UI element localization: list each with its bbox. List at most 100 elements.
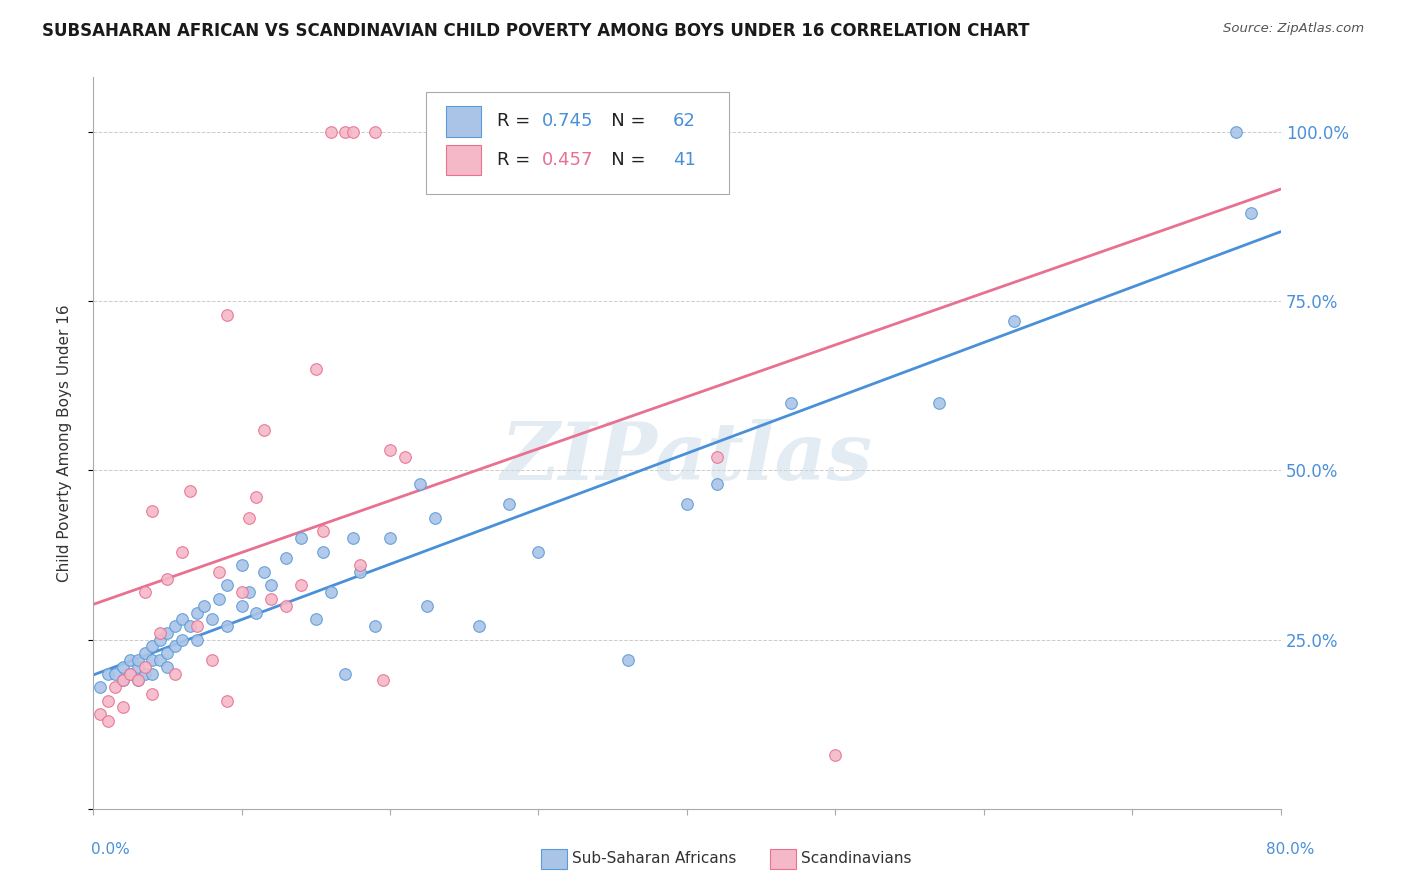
Point [290, 531, 312, 545]
Point [120, 666, 142, 681]
Point [498, 497, 520, 511]
Point [312, 544, 335, 558]
Text: Sub-Saharan Africans: Sub-Saharan Africans [572, 852, 737, 866]
Point [149, 626, 172, 640]
FancyBboxPatch shape [426, 92, 728, 194]
Point [215, 578, 238, 592]
Point [260, 592, 283, 607]
Point [111, 673, 134, 688]
Point [349, 565, 371, 579]
Point [1002, 314, 1025, 328]
Point [97, 693, 120, 707]
Point [127, 659, 149, 673]
Point [208, 592, 231, 607]
Point [394, 450, 416, 464]
Point [238, 510, 260, 524]
Point [378, 531, 401, 545]
Point [134, 666, 156, 681]
Point [676, 497, 699, 511]
Text: 0.745: 0.745 [543, 112, 593, 130]
Point [201, 653, 224, 667]
Point [215, 693, 238, 707]
Text: Source: ZipAtlas.com: Source: ZipAtlas.com [1223, 22, 1364, 36]
Point [186, 606, 208, 620]
Point [260, 578, 283, 592]
Point [141, 666, 163, 681]
Point [231, 599, 253, 613]
Y-axis label: Child Poverty Among Boys Under 16: Child Poverty Among Boys Under 16 [58, 304, 72, 582]
Point [1240, 206, 1263, 220]
Point [342, 125, 364, 139]
Point [468, 619, 491, 633]
Point [104, 680, 127, 694]
Point [409, 476, 432, 491]
Point [186, 619, 208, 633]
Point [378, 442, 401, 457]
Point [127, 673, 149, 688]
Point [141, 640, 163, 654]
Point [208, 565, 231, 579]
Point [215, 308, 238, 322]
Point [335, 666, 357, 681]
Text: 41: 41 [672, 151, 696, 169]
Point [423, 510, 446, 524]
Point [141, 653, 163, 667]
Point [371, 673, 394, 688]
Point [231, 558, 253, 573]
Point [163, 666, 186, 681]
Point [149, 632, 172, 647]
Point [172, 632, 194, 647]
Point [215, 619, 238, 633]
Point [527, 544, 550, 558]
Point [253, 565, 276, 579]
Point [1225, 125, 1247, 139]
Point [290, 578, 312, 592]
Point [89, 680, 111, 694]
Point [127, 653, 149, 667]
Point [97, 714, 120, 728]
Point [156, 572, 179, 586]
Point [245, 491, 267, 505]
Point [156, 626, 179, 640]
Text: 62: 62 [672, 112, 696, 130]
Point [179, 619, 201, 633]
Text: 0.457: 0.457 [543, 151, 593, 169]
Point [238, 585, 260, 599]
Point [163, 640, 186, 654]
Point [141, 687, 163, 701]
Point [245, 606, 267, 620]
Point [193, 599, 215, 613]
Point [111, 673, 134, 688]
Point [134, 659, 156, 673]
Point [156, 646, 179, 660]
FancyBboxPatch shape [446, 145, 481, 176]
Point [179, 483, 201, 498]
Point [172, 612, 194, 626]
Point [231, 585, 253, 599]
Text: R =: R = [496, 112, 536, 130]
Point [319, 125, 342, 139]
Point [305, 612, 328, 626]
Point [319, 585, 342, 599]
Point [120, 653, 142, 667]
Point [172, 544, 194, 558]
Text: SUBSAHARAN AFRICAN VS SCANDINAVIAN CHILD POVERTY AMONG BOYS UNDER 16 CORRELATION: SUBSAHARAN AFRICAN VS SCANDINAVIAN CHILD… [42, 22, 1029, 40]
Point [928, 395, 950, 409]
Text: R =: R = [496, 151, 536, 169]
Point [349, 558, 371, 573]
Point [706, 450, 728, 464]
Point [104, 666, 127, 681]
FancyBboxPatch shape [446, 106, 481, 136]
Point [274, 599, 297, 613]
Point [780, 395, 803, 409]
Point [127, 673, 149, 688]
Point [305, 361, 328, 376]
Point [312, 524, 335, 539]
Point [141, 504, 163, 518]
Text: 0.0%: 0.0% [91, 842, 131, 856]
Point [120, 666, 142, 681]
Point [274, 551, 297, 566]
Point [134, 585, 156, 599]
Point [364, 125, 387, 139]
Point [89, 707, 111, 722]
